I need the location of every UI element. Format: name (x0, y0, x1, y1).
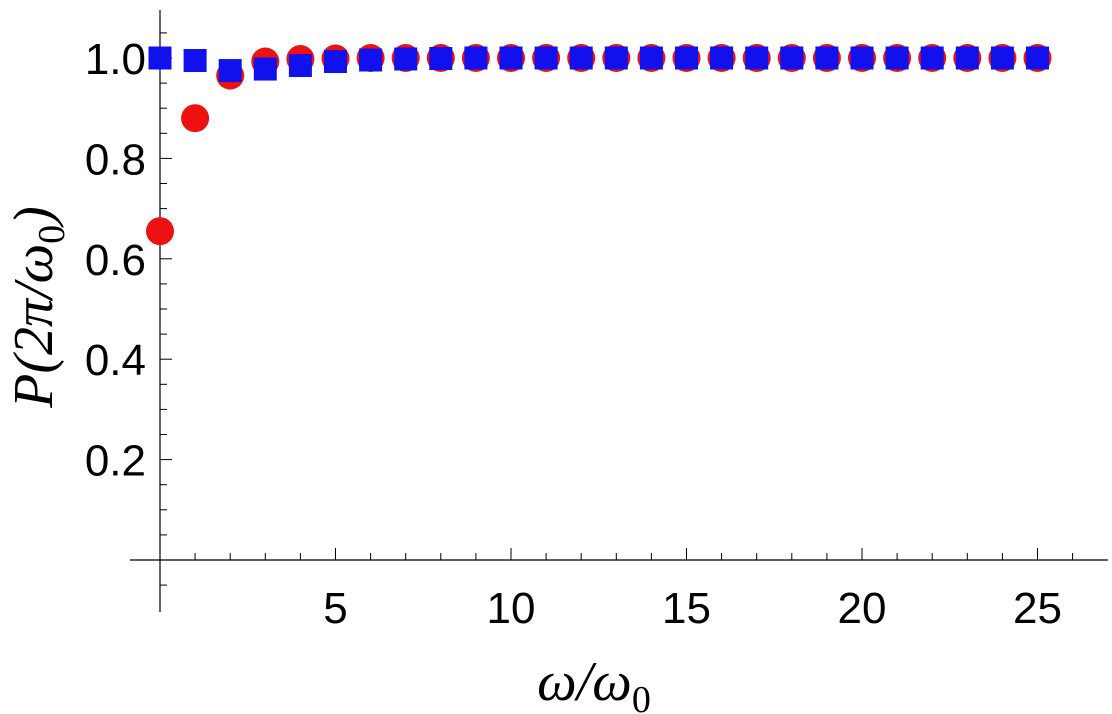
series-2-squares (148, 46, 1049, 83)
data-point-square (920, 46, 944, 70)
data-point-square (850, 46, 874, 70)
x-tick-label: 5 (323, 584, 347, 633)
x-axis-label-main: ω/ω (537, 651, 632, 713)
data-point-square (955, 46, 979, 70)
x-tick-label: 25 (1013, 584, 1062, 633)
data-point-square (710, 46, 734, 70)
data-point-square (780, 46, 804, 70)
chart-marks (146, 44, 1052, 246)
y-tick-label: 0.4 (85, 336, 146, 385)
y-axis-label-tail: ) (3, 206, 65, 228)
data-point-square (604, 46, 628, 70)
x-tick-label: 20 (838, 584, 887, 633)
y-axis-label: P(2π/ω0) (3, 206, 73, 409)
y-axis-label-subscript: 0 (31, 225, 73, 244)
data-point-square (359, 48, 383, 72)
data-point-square (990, 46, 1014, 70)
data-point-square (815, 46, 839, 70)
chart-ticks (160, 32, 1074, 586)
data-point-square (745, 46, 769, 70)
x-axis-label: ω/ω0 (537, 651, 651, 714)
data-point-square (324, 50, 347, 74)
data-point-square (218, 59, 242, 83)
data-point-square (183, 49, 207, 73)
data-point-square (288, 54, 312, 78)
y-tick-label: 0.8 (85, 135, 146, 184)
chart-tick-labels: 5 10 15 20 25 0.2 0.4 0.6 0.8 1.0 (85, 35, 1062, 633)
data-point-circle (146, 217, 174, 246)
y-tick-label: 0.2 (85, 437, 146, 486)
data-point-square (569, 46, 593, 70)
data-point-circle (181, 104, 210, 133)
y-tick-label: 0.6 (85, 236, 146, 285)
data-point-square (394, 47, 418, 71)
data-point-square (148, 46, 172, 70)
data-point-square (639, 46, 663, 70)
data-point-square (885, 46, 909, 70)
data-point-square (534, 46, 558, 70)
data-point-square (1026, 46, 1049, 70)
data-point-square (675, 46, 698, 70)
x-tick-label: 15 (662, 584, 711, 633)
chart-axes (130, 10, 1108, 612)
data-point-square (253, 57, 277, 81)
data-point-square (499, 46, 523, 70)
y-axis-label-main: P(2π/ω (3, 244, 65, 409)
y-tick-label: 1.0 (85, 35, 146, 84)
data-point-square (429, 47, 453, 71)
x-axis-label-subscript: 0 (632, 679, 651, 714)
series-1-circles (146, 44, 1052, 246)
data-point-square (464, 46, 488, 70)
x-tick-label: 10 (487, 584, 536, 633)
